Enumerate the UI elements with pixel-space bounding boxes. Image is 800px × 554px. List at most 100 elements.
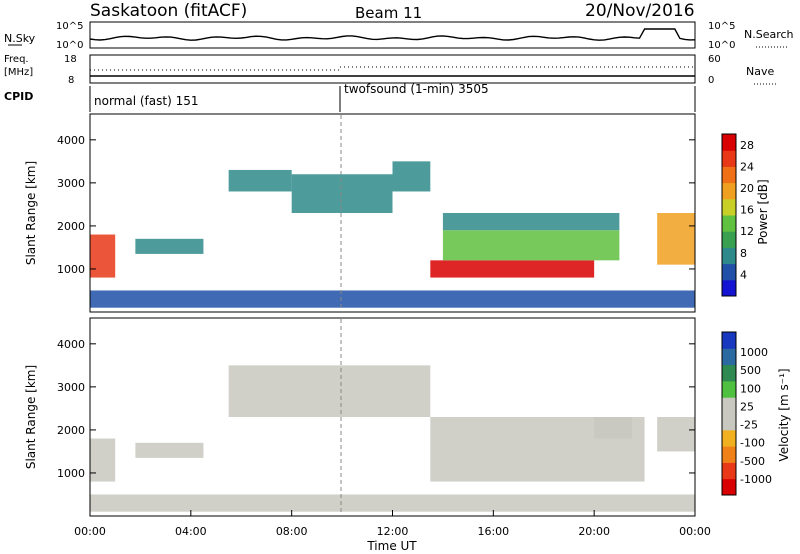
power-heatmap [90, 161, 695, 308]
velocity-y-axis: 1000 2000 3000 4000 [57, 338, 695, 480]
velocity-tick-label: -100 [740, 437, 765, 450]
heatmap-cell-1-6 [90, 494, 695, 512]
time-x-axis: 00:00 04:00 08:00 12:00 16:00 20:00 00:00 [74, 510, 711, 538]
heatmap-cell-0-2 [228, 169, 292, 192]
colorbar-swatch [722, 380, 736, 398]
freq-left-label-2: [MHz] [4, 67, 33, 78]
colorbar-swatch [722, 429, 736, 447]
freq-panel-frame [89, 54, 696, 84]
velocity-tick-label: -1000 [740, 473, 772, 486]
x-tick-label: 04:00 [175, 525, 207, 538]
velocity-colorbar-label: Velocity [m s⁻¹] [777, 368, 791, 461]
heatmap-cell-0-0 [90, 234, 116, 278]
freq-left-tick-bottom: 8 [68, 75, 74, 86]
colorbar-swatch [722, 348, 736, 366]
power-y-axis: 1000 2000 3000 4000 [57, 134, 695, 276]
x-tick-label: 12:00 [377, 525, 409, 538]
heatmap-cell-1-0 [90, 438, 116, 482]
velocity-colorbar: 1000 500 100 25 -25 -100 -500 -1000 [721, 331, 772, 496]
power-tick-label: 4 [740, 268, 747, 281]
colorbar-swatch [722, 413, 736, 431]
power-ylabel: Slant Range [km] [24, 161, 38, 265]
colorbar-swatch [722, 332, 736, 349]
power-tick-label: 8 [740, 247, 747, 260]
heatmap-cell-0-6 [442, 230, 620, 261]
cpid-mode-2: twofsound (1-min) 3505 [344, 82, 489, 96]
heatmap-cell-0-1 [135, 238, 204, 254]
velocity-ylabel: Slant Range [km] [24, 365, 38, 469]
heatmap-cell-1-4 [594, 417, 632, 439]
velocity-heatmap [90, 365, 695, 512]
heatmap-cell-0-5 [430, 260, 595, 278]
x-tick-label: 16:00 [477, 525, 509, 538]
noise-panel-frame [89, 21, 696, 49]
colorbar-swatch [722, 182, 736, 200]
heatmap-cell-1-5 [657, 417, 695, 452]
heatmap-cell-0-3 [291, 174, 393, 213]
power-tick-label: 24 [740, 160, 754, 173]
noise-right-label: N.Search [744, 28, 794, 41]
freq-right-tick-top: 60 [708, 54, 721, 65]
colorbar-frame [721, 133, 737, 297]
x-tick-label: 00:00 [679, 525, 711, 538]
freq-left-label-1: Freq. [4, 54, 29, 65]
heatmap-cell-0-7 [442, 213, 620, 231]
colorbar-swatch [722, 247, 736, 265]
noise-left-label: N.Sky [4, 32, 36, 45]
freq-right-tick-bottom: 0 [708, 75, 714, 86]
date-title: 20/Nov/2016 [585, 1, 695, 21]
station-title: Saskatoon (fitACF) [90, 1, 247, 21]
y-tick-label: 1000 [57, 467, 85, 480]
power-tick-label: 28 [740, 139, 754, 152]
y-tick-label: 3000 [57, 381, 85, 394]
noise-right-tick-bottom: 10^0 [708, 40, 735, 51]
heatmap-cell-1-1 [135, 442, 204, 458]
colorbar-swatch [722, 231, 736, 248]
colorbar-swatch [722, 446, 736, 463]
noise-sky-trace [89, 28, 696, 41]
power-tick-label: 12 [740, 225, 754, 238]
beam-title: Beam 11 [355, 4, 422, 22]
colorbar-swatch [722, 364, 736, 382]
colorbar-swatch [722, 397, 736, 414]
colorbar-swatch [722, 166, 736, 184]
velocity-tick-label: 25 [740, 400, 754, 413]
cpid-label: CPID [4, 90, 33, 103]
y-tick-label: 1000 [57, 263, 85, 276]
y-tick-label: 4000 [57, 338, 85, 351]
velocity-tick-label: 500 [740, 364, 761, 377]
colorbar-swatch [722, 263, 736, 281]
noise-left-tick-top: 10^5 [56, 21, 83, 32]
noise-right-tick-top: 10^5 [708, 21, 735, 32]
freq-left-tick-top: 18 [64, 54, 77, 65]
velocity-tick-label: -500 [740, 455, 765, 468]
y-tick-label: 4000 [57, 134, 85, 147]
time-xlabel: Time UT [366, 539, 417, 553]
colorbar-swatch [722, 134, 736, 151]
power-colorbar: 4 8 12 16 20 24 28 [721, 133, 754, 297]
colorbar-swatch [722, 198, 736, 216]
heatmap-cell-1-2 [228, 365, 431, 417]
x-tick-label: 20:00 [578, 525, 610, 538]
x-tick-label: 00:00 [74, 525, 106, 538]
cpid-mode-1: normal (fast) 151 [94, 94, 198, 108]
colorbar-frame [721, 331, 737, 496]
colorbar-swatch [722, 150, 736, 167]
y-tick-label: 2000 [57, 220, 85, 233]
y-tick-label: 2000 [57, 424, 85, 437]
nave-label: Nave [746, 65, 774, 78]
power-tick-label: 20 [740, 182, 754, 195]
colorbar-swatch [722, 279, 736, 297]
velocity-tick-label: 100 [740, 382, 761, 395]
velocity-tick-label: 1000 [740, 346, 768, 359]
x-tick-label: 08:00 [276, 525, 308, 538]
power-panel-frame [89, 113, 696, 313]
heatmap-cell-0-8 [657, 213, 695, 265]
heatmap-cell-0-9 [90, 290, 695, 308]
power-tick-label: 16 [740, 204, 754, 217]
velocity-tick-label: -25 [740, 419, 758, 432]
colorbar-swatch [722, 462, 736, 480]
power-colorbar-label: Power [dB] [756, 179, 770, 244]
y-tick-label: 3000 [57, 177, 85, 190]
